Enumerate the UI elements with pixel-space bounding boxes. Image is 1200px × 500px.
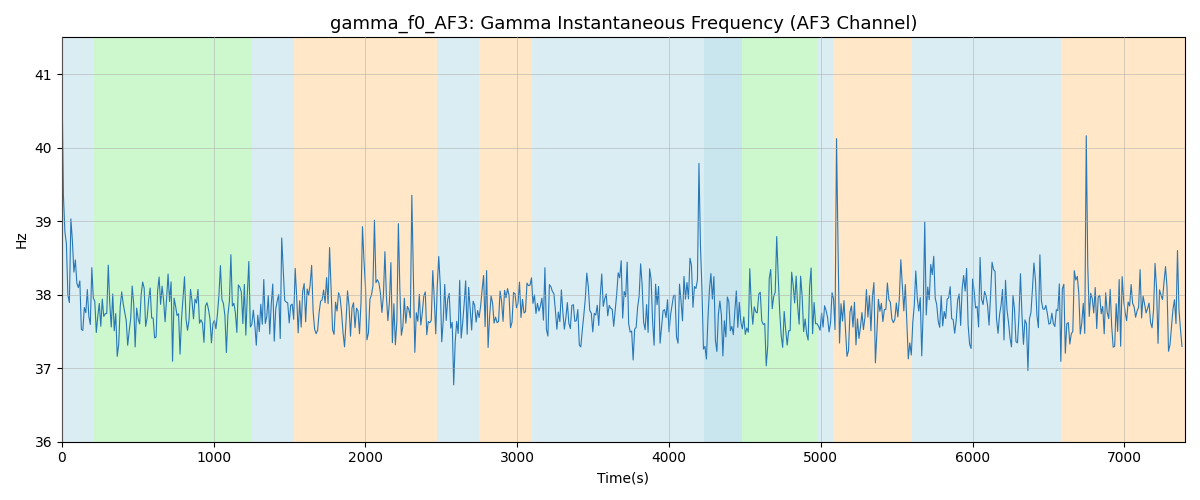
X-axis label: Time(s): Time(s): [598, 471, 649, 485]
Bar: [94, 38, 252, 442]
Bar: [833, 38, 912, 442]
Bar: [1061, 38, 1186, 442]
Bar: [294, 38, 437, 442]
Bar: [912, 38, 1061, 442]
Bar: [437, 38, 479, 442]
Bar: [62, 38, 94, 442]
Title: gamma_f0_AF3: Gamma Instantaneous Frequency (AF3 Channel): gamma_f0_AF3: Gamma Instantaneous Freque…: [330, 15, 917, 34]
Bar: [533, 38, 704, 442]
Bar: [817, 38, 833, 442]
Y-axis label: Hz: Hz: [14, 230, 29, 248]
Bar: [479, 38, 533, 442]
Bar: [742, 38, 817, 442]
Bar: [704, 38, 742, 442]
Bar: [252, 38, 294, 442]
